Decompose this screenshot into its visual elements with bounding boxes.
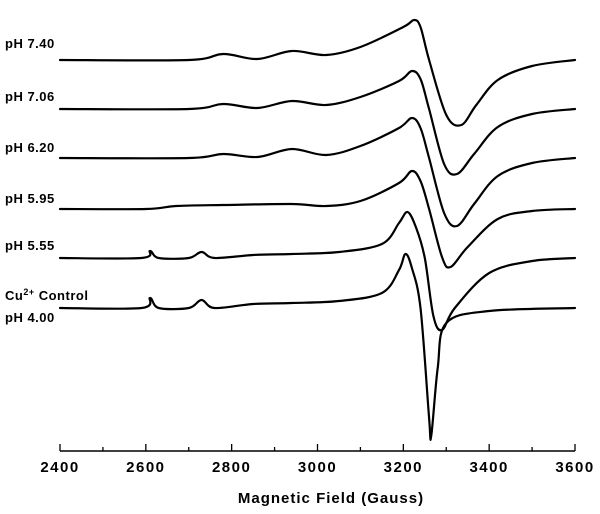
trace-1 bbox=[58, 18, 577, 127]
series-label-5: pH 5.55 bbox=[5, 238, 55, 253]
x-tick-label-3200: 3200 bbox=[384, 459, 423, 476]
x-tick-label-2600: 2600 bbox=[126, 459, 165, 476]
x-tick-label-2400: 2400 bbox=[40, 459, 79, 476]
x-tick-label-3000: 3000 bbox=[298, 459, 337, 476]
x-tick-label-3600: 3600 bbox=[555, 459, 594, 476]
series-label-4: pH 5.95 bbox=[5, 191, 55, 206]
x-axis: 2400 2600 2800 3000 3200 3400 3600 bbox=[40, 444, 594, 476]
trace-2 bbox=[58, 69, 577, 176]
spectra-traces bbox=[58, 18, 577, 441]
x-tick-label-3400: 3400 bbox=[469, 459, 508, 476]
trace-3 bbox=[58, 116, 577, 228]
series-label-6-line2: pH 4.00 bbox=[5, 310, 55, 325]
series-label-1: pH 7.40 bbox=[5, 36, 55, 51]
series-label-6-line1: Cu2+ Control bbox=[5, 287, 88, 303]
x-tick-label-2800: 2800 bbox=[212, 459, 251, 476]
series-labels: pH 7.40 pH 7.06 pH 6.20 pH 5.95 pH 5.55 Cu2+ … bbox=[5, 36, 88, 325]
series-label-2: pH 7.06 bbox=[5, 89, 55, 104]
series-label-3: pH 6.20 bbox=[5, 140, 55, 155]
trace-4 bbox=[58, 169, 577, 269]
x-axis-title: Magnetic Field (Gauss) bbox=[238, 490, 424, 507]
trace-5 bbox=[58, 210, 577, 332]
trace-6 bbox=[58, 252, 577, 441]
